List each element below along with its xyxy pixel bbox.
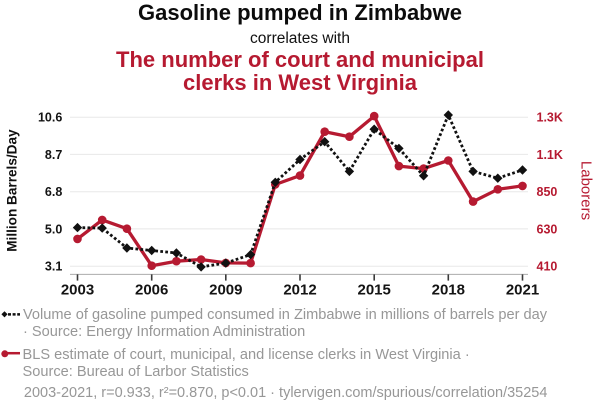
svg-text:1.1K: 1.1K [537, 148, 563, 162]
svg-text:2012: 2012 [283, 282, 316, 299]
svg-text:630: 630 [537, 222, 558, 236]
svg-text:2006: 2006 [135, 282, 168, 299]
svg-text:1.3K: 1.3K [537, 111, 563, 125]
svg-text:Laborers: Laborers [577, 161, 594, 220]
svg-text:6.8: 6.8 [45, 185, 62, 199]
svg-text:3.1: 3.1 [45, 260, 62, 274]
svg-text:410: 410 [537, 260, 558, 274]
svg-text:2018: 2018 [432, 282, 465, 299]
svg-text:5.0: 5.0 [45, 222, 62, 236]
svg-text:2009: 2009 [209, 282, 242, 299]
svg-text:2003: 2003 [61, 282, 94, 299]
svg-text:8.7: 8.7 [45, 148, 62, 162]
svg-text:850: 850 [537, 185, 558, 199]
svg-text:10.6: 10.6 [38, 111, 62, 125]
svg-text:2015: 2015 [358, 282, 391, 299]
svg-text:Million Barrels/Day: Million Barrels/Day [5, 129, 20, 252]
svg-text:2021: 2021 [506, 282, 539, 299]
